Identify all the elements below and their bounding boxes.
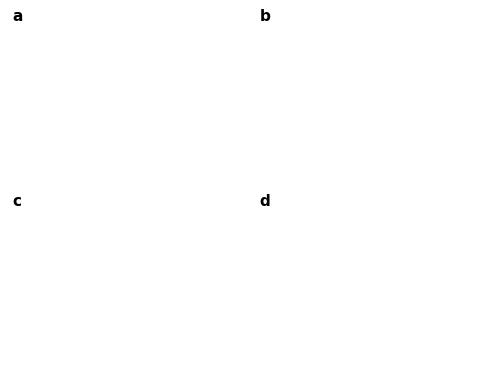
Text: b: b — [260, 9, 270, 24]
Text: a: a — [12, 9, 22, 24]
Text: c: c — [12, 194, 22, 209]
Text: d: d — [260, 194, 270, 209]
